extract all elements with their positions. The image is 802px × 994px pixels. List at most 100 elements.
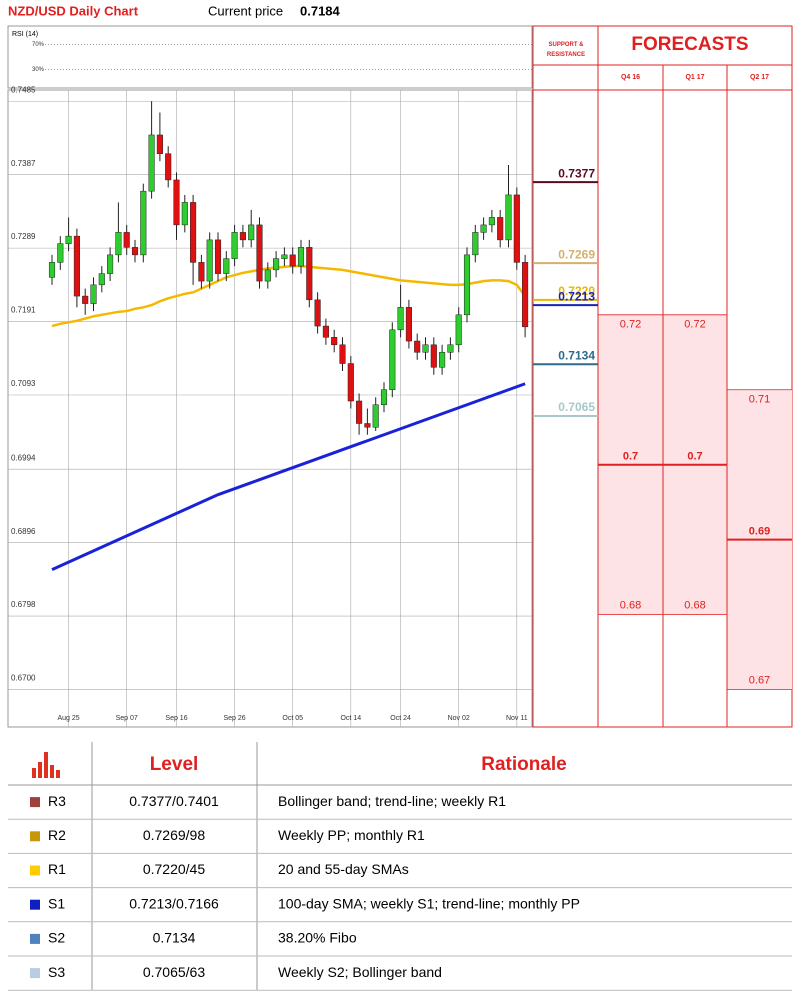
candle-body: [57, 243, 64, 263]
candle-body: [364, 423, 371, 428]
y-tick-label: 0.7289: [11, 232, 36, 241]
forecast-low-label: 0.68: [620, 599, 641, 611]
table-header: Level: [150, 754, 199, 775]
forecast-column-header: Q4 16: [621, 74, 640, 81]
candle-body: [181, 202, 188, 226]
candle-body: [380, 389, 388, 406]
candle-body: [430, 344, 437, 368]
y-tick-label: 0.6994: [11, 453, 36, 462]
y-tick-label: 0.6896: [11, 527, 36, 536]
sma-line: [51, 264, 527, 328]
level-value: 0.7269/98: [143, 827, 205, 843]
candle-body: [347, 363, 354, 402]
candle-body: [90, 284, 97, 304]
candle-body: [115, 232, 122, 256]
sr-level-label: 0.7377: [558, 166, 595, 180]
x-tick-label: Nov 11: [506, 715, 528, 722]
x-tick-label: Sep 26: [224, 715, 246, 722]
candle-body: [98, 273, 105, 286]
sr-level-label: 0.7213: [558, 289, 595, 303]
level-code: S1: [48, 895, 65, 911]
candle-body: [156, 134, 163, 154]
candle-body: [148, 134, 155, 192]
candle-body: [223, 258, 230, 274]
candle-body: [322, 325, 329, 338]
candle-body: [281, 254, 288, 259]
candle-body: [306, 247, 313, 301]
candle-body: [505, 194, 512, 241]
forecast-low-label: 0.68: [684, 599, 705, 611]
candle-body: [131, 247, 139, 256]
candle-body: [372, 404, 379, 428]
level-value: 0.7213/0.7166: [129, 895, 219, 911]
candle-body: [273, 258, 280, 271]
candle-body: [173, 179, 180, 226]
candle-body: [522, 262, 529, 328]
candle-body: [239, 232, 246, 241]
level-code: S3: [48, 964, 65, 980]
current-price-label: Current price: [208, 3, 283, 18]
candle-body: [231, 232, 238, 259]
candle-body: [206, 239, 213, 282]
candle-body: [82, 295, 89, 304]
forecast-column-header: Q1 17: [685, 74, 704, 81]
candle-body: [65, 235, 72, 244]
candle-body: [480, 224, 487, 233]
y-tick-label: 0.7093: [11, 379, 36, 388]
forecast-mid-label: 0.69: [749, 526, 770, 538]
level-value: 0.7377/0.7401: [129, 793, 219, 809]
level-value: 0.7065/63: [143, 964, 205, 980]
level-rationale: Bollinger band; trend-line; weekly R1: [278, 793, 506, 809]
x-tick-label: Oct 24: [390, 715, 411, 722]
candle-body: [123, 232, 130, 248]
candle-body: [463, 254, 471, 316]
table-header: Rationale: [481, 754, 567, 775]
candle-body: [289, 254, 296, 267]
current-price: 0.7184: [300, 3, 341, 18]
x-tick-label: Oct 14: [340, 715, 361, 722]
candle-body: [339, 344, 346, 364]
sr-title-box: SUPPORT & RESISTANCE: [546, 42, 586, 58]
x-tick-label: Oct 05: [282, 715, 303, 722]
level-swatch: [30, 797, 40, 808]
forecast-mid-label: 0.7: [623, 451, 638, 463]
level-rationale: 20 and 55-day SMAs: [278, 861, 409, 877]
sr-level-label: 0.7269: [558, 247, 595, 261]
candle-body: [439, 352, 446, 368]
candle-body: [264, 269, 271, 282]
candle-body: [48, 262, 56, 278]
candle-body: [455, 314, 462, 346]
plot-area: [7, 89, 533, 728]
x-tick-label: Aug 25: [58, 715, 80, 722]
candle-body: [165, 153, 172, 181]
sma-line: [51, 382, 526, 571]
rsi-title: RSI (14): [12, 31, 38, 38]
candle-body: [73, 235, 80, 297]
forecast-mid-label: 0.7: [687, 451, 702, 463]
level-swatch: [30, 831, 40, 842]
candle-body: [397, 307, 404, 331]
sr-level-label: 0.7065: [558, 400, 595, 414]
chart-title: NZD/USD Daily Chart: [8, 3, 139, 18]
forecast-low-label: 0.67: [749, 674, 770, 686]
candle-body: [422, 344, 429, 353]
level-rationale: 100-day SMA; weekly S1; trend-line; mont…: [278, 895, 580, 911]
y-tick-label: 0.6700: [11, 674, 36, 683]
rsi-panel: [7, 25, 533, 89]
forecast-column-header: Q2 17: [750, 74, 769, 81]
level-value: 0.7134: [153, 930, 196, 946]
candle-body: [389, 329, 396, 391]
candle-body: [447, 344, 454, 353]
candle-body: [488, 217, 495, 226]
candle-body: [198, 262, 205, 282]
candle-body: [256, 224, 263, 282]
y-tick-label: 0.7387: [11, 159, 36, 168]
sr-title: SUPPORT & RESISTANCE: [546, 42, 586, 58]
x-tick-label: Sep 07: [116, 715, 138, 722]
candle-body: [356, 400, 363, 424]
candle-body: [472, 232, 479, 256]
level-code: R3: [48, 793, 66, 809]
rsi-tick-label: 30%: [32, 67, 45, 73]
y-tick-label: 0.7191: [11, 306, 36, 315]
